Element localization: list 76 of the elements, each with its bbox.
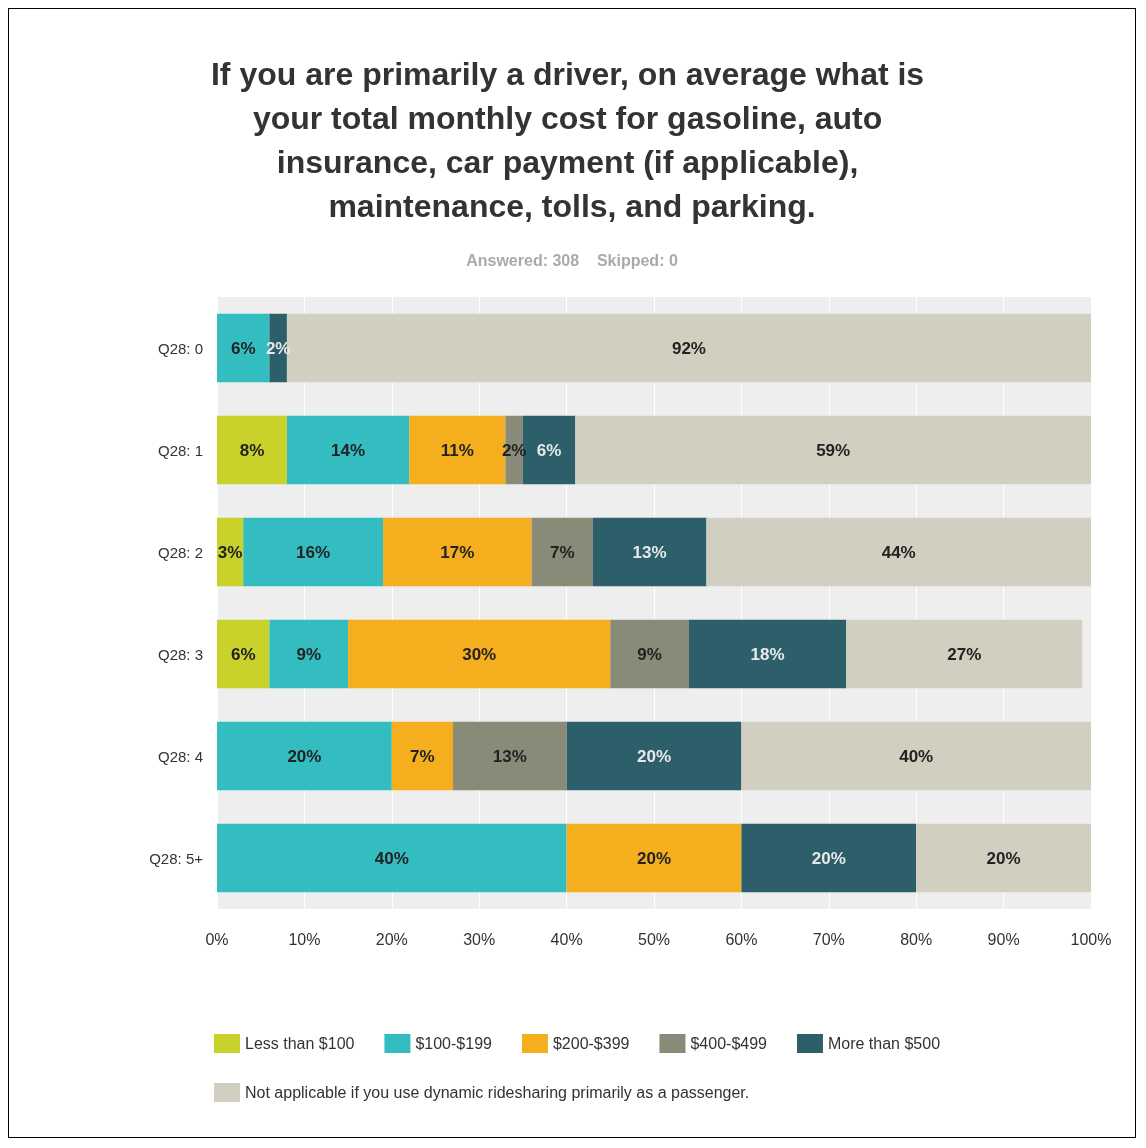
data-label: 6% — [230, 338, 256, 358]
y-tick-label: Q28: 1 — [157, 441, 203, 459]
data-label: 92% — [671, 338, 706, 358]
legend-label: Less than $100 — [245, 1035, 355, 1052]
bar — [566, 721, 742, 791]
legend-label: More than $500 — [827, 1035, 941, 1052]
bar — [592, 517, 707, 587]
bar — [348, 619, 611, 689]
bar — [269, 619, 349, 689]
bar — [566, 823, 742, 893]
data-label: 18% — [750, 644, 785, 664]
bar — [575, 415, 1091, 485]
data-label: 27% — [947, 644, 982, 664]
data-label: 59% — [816, 440, 851, 460]
y-tick-label: Q28: 2 — [157, 543, 203, 561]
data-label: 40% — [899, 746, 934, 766]
data-label: 7% — [549, 542, 575, 562]
y-tick-label: Q28: 4 — [157, 747, 203, 765]
x-tick-label: 0% — [205, 930, 229, 948]
x-tick-label: 80% — [900, 930, 933, 948]
data-label: 20% — [811, 848, 846, 868]
data-label: 9% — [637, 644, 662, 664]
y-tick-label: Q28: 3 — [157, 645, 203, 663]
bar — [391, 721, 453, 791]
legend-label: $100-$199 — [415, 1035, 493, 1052]
data-label: 7% — [410, 746, 435, 766]
bar — [846, 619, 1083, 689]
data-label: 40% — [374, 848, 409, 868]
legend-label: Not applicable if you use dynamic ridesharing primarily as a passenger. — [245, 1084, 750, 1101]
x-tick-label: 100% — [1070, 930, 1112, 948]
data-label: 20% — [636, 746, 672, 766]
legend-label: $200-$399 — [552, 1035, 630, 1052]
x-tick-label: 90% — [987, 930, 1020, 948]
y-tick-label: Q28: 5+ — [149, 849, 204, 867]
bar — [383, 517, 532, 587]
x-tick-label: 70% — [812, 930, 845, 948]
data-label: 13% — [632, 542, 667, 562]
bar — [217, 721, 392, 791]
bar — [916, 823, 1091, 893]
bar — [741, 823, 917, 893]
data-label: 6% — [536, 440, 562, 460]
data-label: 14% — [331, 440, 366, 460]
bar — [741, 721, 1091, 791]
data-label: 13% — [492, 746, 527, 766]
data-label: 20% — [287, 746, 322, 766]
data-label: 44% — [881, 542, 916, 562]
data-label: 11% — [440, 440, 474, 460]
data-label: 6% — [230, 644, 256, 664]
data-label: 20% — [636, 848, 672, 868]
x-tick-label: 20% — [375, 930, 408, 948]
data-label: 30% — [462, 644, 497, 664]
bar — [217, 823, 567, 893]
bar — [531, 517, 593, 587]
y-tick-label: Q28: 0 — [157, 339, 203, 357]
bar — [217, 415, 287, 485]
x-tick-label: 50% — [637, 930, 671, 948]
data-label: 20% — [986, 848, 1021, 868]
data-label: 16% — [296, 542, 331, 562]
bar — [610, 619, 689, 689]
x-tick-label: 10% — [288, 930, 321, 948]
bar — [688, 619, 847, 689]
x-tick-label: 40% — [550, 930, 583, 948]
x-tick-label: 60% — [725, 930, 758, 948]
chart-subtitle: Answered: 308 Skipped: 0 — [466, 251, 678, 269]
bar — [243, 517, 384, 587]
data-label: 17% — [440, 542, 475, 562]
data-label: 3% — [217, 542, 243, 562]
bar — [286, 415, 410, 485]
bar — [706, 517, 1091, 587]
x-tick-label: 30% — [463, 930, 496, 948]
data-label: 8% — [239, 440, 265, 460]
bar — [452, 721, 567, 791]
bar — [217, 619, 270, 689]
chart-title: If you are primarily a driver, on average what is your total monthly cost for gasoline, auto insurance, car payment (if applicable), maintenance, tolls, and parking. — [210, 56, 934, 224]
legend-label: $400-$499 — [690, 1035, 768, 1052]
data-label: 9% — [296, 644, 322, 664]
